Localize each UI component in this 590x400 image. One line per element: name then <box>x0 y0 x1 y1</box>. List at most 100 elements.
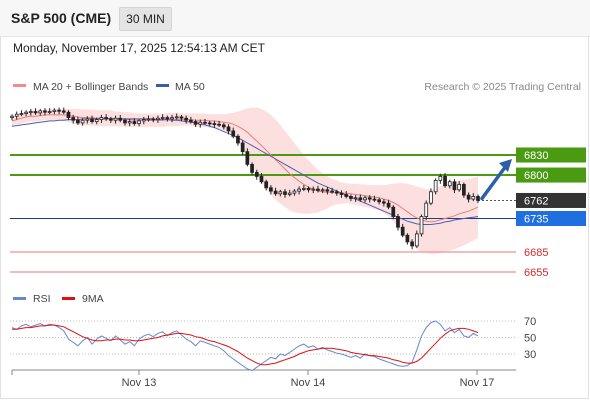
candle-body <box>151 118 156 121</box>
rsi-line <box>11 320 479 372</box>
candle-body <box>189 119 193 122</box>
target-label-6655: 6655 <box>524 267 548 279</box>
candle-body <box>414 233 419 247</box>
candle-body <box>400 226 405 236</box>
target-label-6685: 6685 <box>524 247 548 259</box>
candle-body <box>278 191 283 195</box>
bollinger-band <box>12 107 478 254</box>
candle-body <box>287 192 292 195</box>
candle-body <box>452 181 457 191</box>
candle-body <box>283 191 287 195</box>
candle-body <box>99 117 104 120</box>
legend-swatch-ma20 <box>13 84 26 87</box>
interval-button[interactable]: 30 MIN <box>119 7 172 31</box>
time-axis: Nov 13 Nov 14 Nov 17 <box>11 369 516 389</box>
candle-body <box>344 194 349 197</box>
legend-label-9ma: 9MA <box>82 293 104 305</box>
legend-label-rsi: RSI <box>33 293 51 305</box>
candle-body <box>160 117 165 119</box>
candle-body <box>424 202 429 217</box>
candle-body <box>14 113 19 117</box>
candle-body <box>320 189 325 192</box>
candle-body <box>250 163 254 173</box>
candle-body <box>19 113 24 115</box>
resistance-label-6830: 6830 <box>524 150 548 162</box>
candle-body <box>301 188 306 190</box>
candle-body <box>141 119 146 122</box>
candle-body <box>457 184 462 191</box>
legend-swatch-ma50 <box>156 84 169 87</box>
price-labels-layer: 6830 6800 6762 6735 6685 6655 <box>480 147 586 279</box>
candle-body <box>339 192 344 195</box>
candle-body <box>212 123 217 125</box>
ma20-line <box>11 114 479 223</box>
candle-body <box>57 109 61 112</box>
candle-body <box>28 111 33 113</box>
candle-body <box>174 116 179 119</box>
rsi-ma9-line <box>12 324 479 366</box>
candle-body <box>254 171 259 177</box>
candle-body <box>386 202 391 208</box>
instrument-title: S&P 500 (CME) <box>11 10 112 26</box>
candle-body <box>217 123 221 126</box>
candle-body <box>33 111 38 114</box>
candle-body <box>316 188 320 191</box>
candle-body <box>137 120 141 124</box>
candle-body <box>90 118 94 122</box>
support-label-bg-6735 <box>516 211 586 227</box>
candle-body <box>410 241 414 247</box>
candle-body <box>61 110 66 113</box>
candle-body <box>127 121 132 124</box>
candle-body <box>221 124 226 128</box>
candle-body <box>471 196 476 200</box>
bollinger-band-layer <box>12 107 478 254</box>
candle-body <box>170 117 174 120</box>
candle-body <box>165 117 170 120</box>
candle-body <box>429 191 433 204</box>
last-price-label-bg <box>516 192 586 208</box>
legend-label-ma20: MA 20 + Bollinger Bands <box>33 81 148 93</box>
time-tick-label: Nov 14 <box>291 377 326 389</box>
legend-label-ma50: MA 50 <box>175 81 205 93</box>
candle-body <box>264 181 269 189</box>
projection-arrow-head <box>499 159 512 172</box>
candle-body <box>80 119 85 124</box>
candle-body <box>203 121 207 124</box>
candle-body <box>198 121 203 125</box>
rsi-legend: RSI 9MA <box>13 293 104 305</box>
candle-body <box>104 117 109 120</box>
resistance-label-bg-6830 <box>516 147 586 163</box>
candle-body <box>156 117 160 120</box>
candle-body <box>462 184 466 196</box>
candle-body <box>433 180 438 193</box>
candle-body <box>325 189 330 192</box>
candle-body <box>438 175 443 181</box>
legend-swatch-9ma <box>62 297 75 300</box>
candle-body <box>273 190 278 195</box>
rsi-tick-70: 70 <box>524 316 536 328</box>
candle-body <box>184 117 189 121</box>
candle-body <box>85 118 90 121</box>
chart-frame <box>0 36 589 399</box>
candle-body <box>113 117 118 121</box>
projection-arrow-shaft <box>480 164 508 201</box>
candle-body <box>226 126 231 132</box>
candle-body <box>179 116 184 119</box>
moving-average-layer <box>11 114 479 225</box>
candle-body <box>10 115 14 118</box>
candle-body <box>466 194 471 200</box>
candle-body <box>132 121 137 124</box>
candle-body <box>123 119 127 124</box>
time-tick-label: Nov 13 <box>122 377 157 389</box>
candle-body <box>71 117 76 121</box>
candle-body <box>269 187 273 192</box>
candle-body <box>193 121 198 125</box>
candle-body <box>43 110 47 113</box>
price-legend: MA 20 + Bollinger Bands MA 50 Research ©… <box>13 81 581 93</box>
candlestick-layer <box>10 107 480 250</box>
legend-swatch-rsi <box>13 297 26 300</box>
candle-body <box>396 216 400 228</box>
candle-body <box>146 118 151 121</box>
chart-datetime: Monday, November 17, 2025 12:54:13 AM CE… <box>13 41 265 55</box>
